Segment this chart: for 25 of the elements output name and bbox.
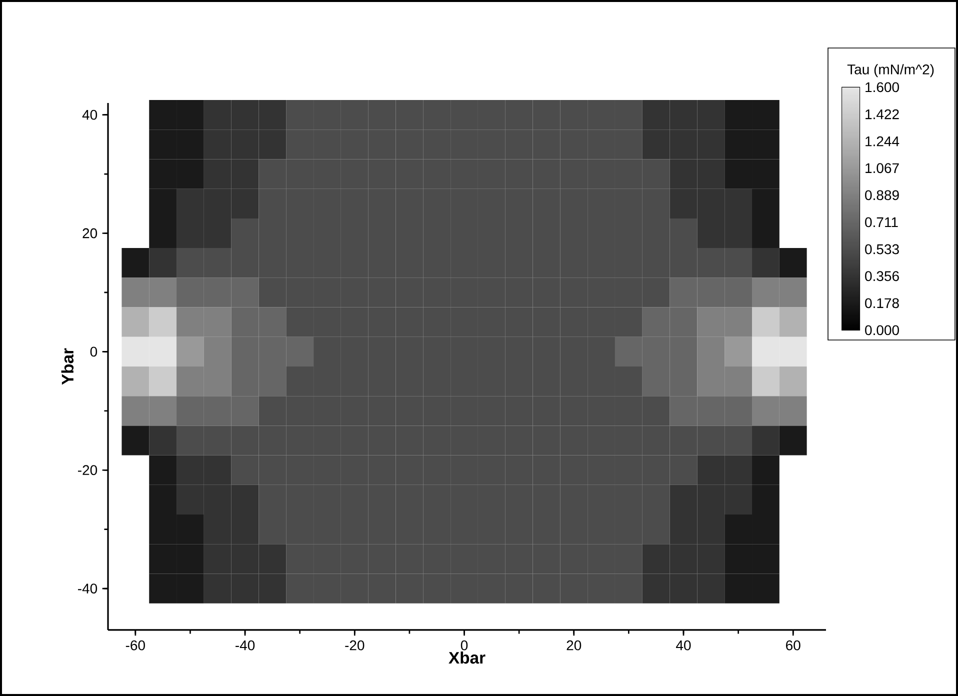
x-tick-label: 60 — [786, 640, 800, 650]
color-bar-label: 1.244 — [866, 136, 900, 146]
x-tick-label: -20 — [345, 640, 364, 650]
color-bar-label: 0.356 — [865, 271, 899, 282]
color-bar-label: 0.178 — [865, 298, 899, 308]
y-tick-label: 0 — [90, 346, 98, 357]
x-tick-label: 40 — [676, 640, 691, 650]
y-tick-label: -20 — [78, 465, 98, 476]
color-bar-title: Tau (mN/m^2) — [847, 64, 934, 78]
y-tick-label: -40 — [78, 584, 98, 594]
color-bar-label: 0.533 — [865, 244, 899, 254]
color-bar-label: 1.600 — [866, 82, 899, 92]
color-bar-label: 1.067 — [866, 163, 899, 174]
color-bar-label: 0.000 — [865, 325, 899, 336]
x-axis-title: Xbar — [448, 651, 486, 664]
color-bar-label: 0.711 — [865, 217, 898, 228]
y-tick-label: 20 — [82, 228, 98, 238]
y-axis-title: Ybar — [61, 348, 74, 385]
color-bar-label: 1.422 — [866, 109, 899, 120]
x-tick-label: 20 — [566, 640, 582, 650]
x-tick-label: -60 — [126, 640, 145, 650]
color-bar-label: 0.889 — [865, 190, 899, 200]
x-tick-label: -40 — [236, 640, 255, 650]
y-tick-label: 40 — [82, 110, 98, 120]
x-tick-label: 0 — [460, 640, 468, 650]
